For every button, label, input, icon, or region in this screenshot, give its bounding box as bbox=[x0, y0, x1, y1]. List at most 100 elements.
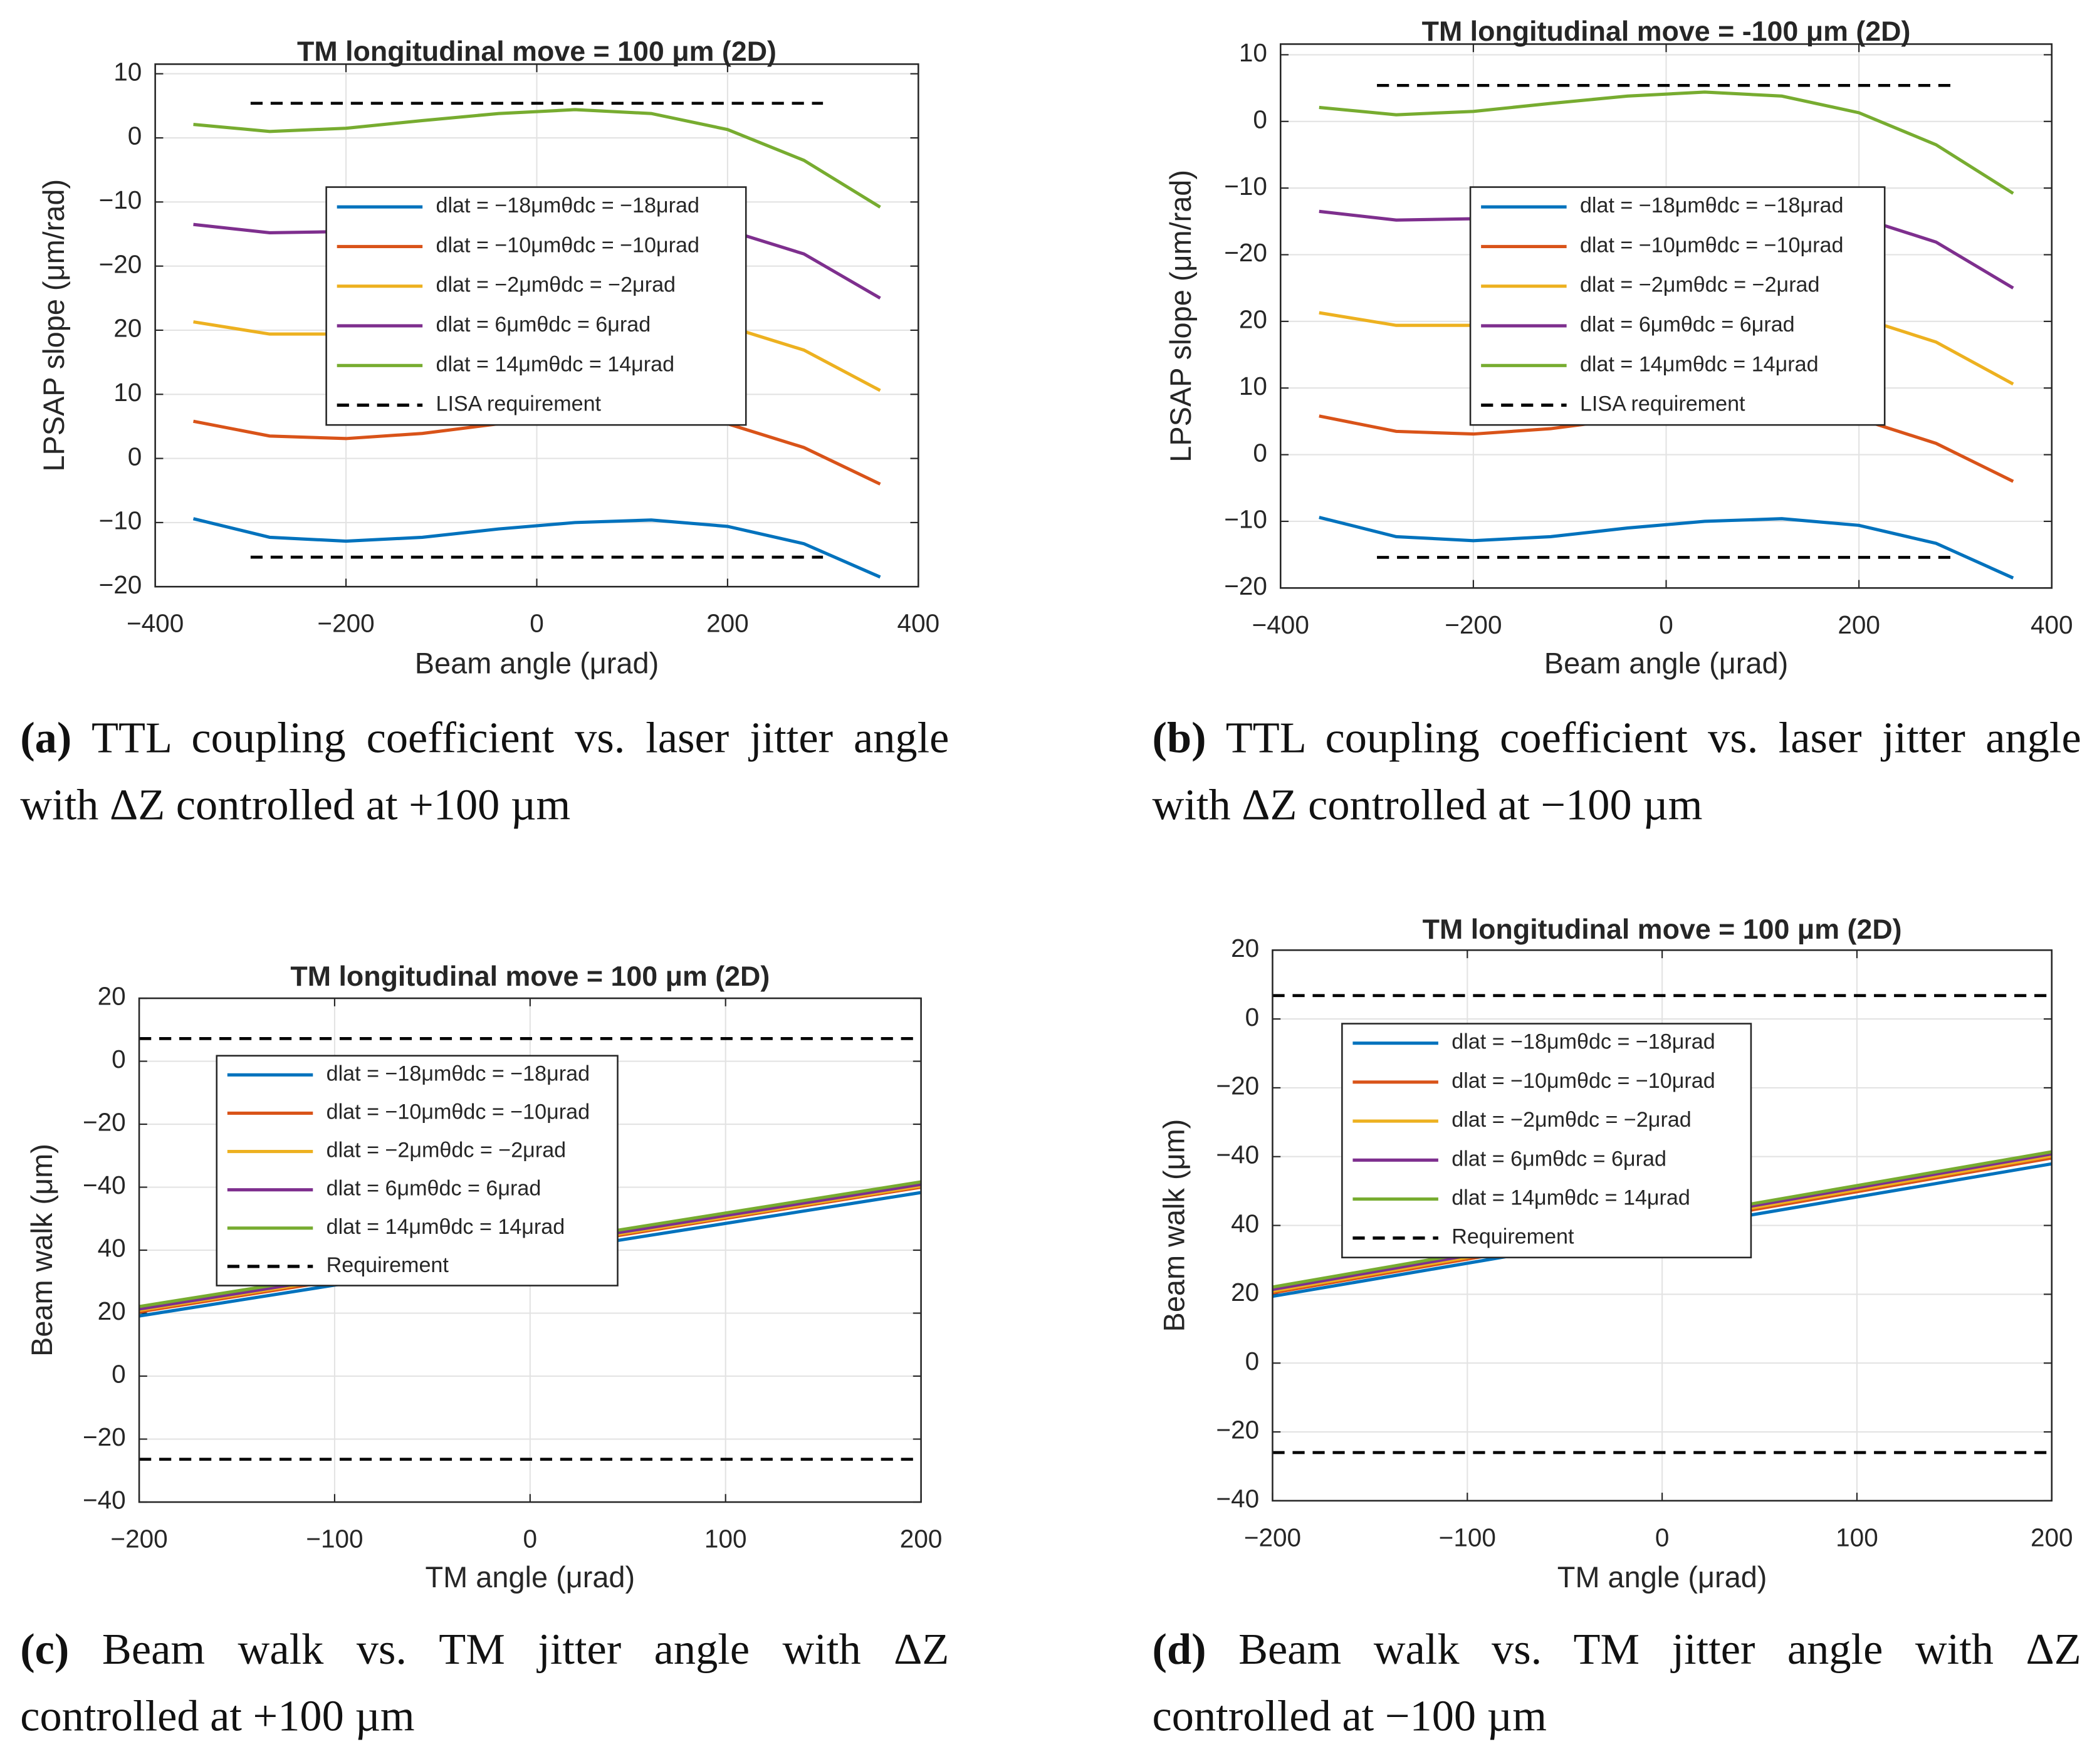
panel: −400 −200 0 200 400 −20 −10 0 10 20 −20 −10 0 10 dlat … bbox=[1153, 16, 2081, 839]
caption: (c) Beam walk vs. TM jitter angle with Δ… bbox=[20, 1617, 949, 1750]
caption-text: (d) Beam walk vs. TM jitter angle with Δ… bbox=[1153, 1617, 2081, 1750]
y-tick-label: −40 bbox=[83, 1486, 126, 1515]
axes-box bbox=[138, 997, 922, 1503]
legend-label: Requirement bbox=[327, 1253, 449, 1277]
x-tick-label: −400 bbox=[1252, 610, 1309, 639]
x-tick-label: −400 bbox=[127, 609, 184, 638]
legend-box bbox=[1341, 1023, 1752, 1259]
y-axis-label: Beam walk (μm) bbox=[1158, 1119, 1190, 1332]
legend-label: dlat = −2μmθdc = −2μrad bbox=[1580, 273, 1820, 297]
x-tick-label: 200 bbox=[2031, 1523, 2073, 1552]
legend-label: dlat = 6μmθdc = 6μrad bbox=[327, 1177, 541, 1201]
caption-label: (b) bbox=[1152, 714, 1206, 763]
y-tick-label: −20 bbox=[99, 249, 142, 278]
panel: −200 −100 0 100 200−40−2002040−40−20020dlat … bbox=[20, 961, 949, 1750]
y-tick-label: 20 bbox=[98, 982, 126, 1011]
y-tick-label: 20 bbox=[1239, 305, 1267, 334]
y-tick-label: −20 bbox=[1216, 1416, 1259, 1444]
legend-label: dlat = 6μmθdc = 6μrad bbox=[1580, 313, 1795, 337]
legend-box bbox=[216, 1055, 619, 1286]
series-line bbox=[1319, 90, 2014, 195]
caption-label: (c) bbox=[20, 1626, 70, 1675]
x-axis-label: TM angle (μrad) bbox=[426, 1561, 635, 1594]
y-tick-label: −20 bbox=[1224, 238, 1267, 267]
reference-line bbox=[139, 1037, 921, 1461]
y-tick-label: −10 bbox=[99, 185, 142, 214]
caption-text: (c) Beam walk vs. TM jitter angle with Δ… bbox=[20, 1617, 949, 1750]
legend-label: LISA requirement bbox=[1580, 392, 1745, 416]
caption-label: (a) bbox=[20, 714, 72, 763]
legend-label: dlat = −10μmθdc = −10μrad bbox=[436, 233, 699, 257]
x-tick-label: −200 bbox=[317, 609, 374, 638]
x-tick-label: −200 bbox=[110, 1525, 167, 1553]
x-tick-label: 200 bbox=[706, 609, 749, 638]
legend-label: Requirement bbox=[1451, 1225, 1574, 1249]
y-tick-label: 0 bbox=[1245, 1003, 1260, 1031]
series-line bbox=[1319, 516, 2014, 580]
x-tick-label: 400 bbox=[897, 609, 940, 638]
y-tick-label: 20 bbox=[1231, 934, 1259, 963]
reference-line bbox=[1377, 83, 1955, 559]
y-tick-label: 0 bbox=[1253, 438, 1267, 467]
legend-label: dlat = 6μmθdc = 6μrad bbox=[436, 313, 651, 337]
y-tick-label: −20 bbox=[83, 1422, 126, 1451]
y-tick-label: −20 bbox=[1224, 571, 1267, 600]
x-tick-label: 0 bbox=[530, 609, 544, 638]
y-tick-label: −20 bbox=[83, 1108, 126, 1137]
legend-box bbox=[1469, 186, 1886, 426]
y-axis-label: LPSAP slope (μm/rad) bbox=[38, 179, 70, 472]
y-tick-label: −10 bbox=[99, 506, 142, 535]
y-tick-label: −10 bbox=[1224, 172, 1267, 201]
y-tick-label: 0 bbox=[112, 1045, 126, 1073]
chart-title: TM longitudinal move = 100 μm (2D) bbox=[297, 36, 777, 67]
legend-label: dlat = −2μmθdc = −2μrad bbox=[436, 273, 676, 297]
x-tick-label: −100 bbox=[1439, 1523, 1496, 1552]
reference-line bbox=[1272, 994, 2052, 1454]
y-tick-label: 0 bbox=[128, 442, 142, 471]
chart-title: TM longitudinal move = 100 μm (2D) bbox=[1423, 914, 1902, 945]
x-tick-label: 100 bbox=[704, 1525, 747, 1553]
caption-body: Beam walk vs. TM jitter angle with ΔZ co… bbox=[1152, 1626, 2081, 1741]
y-tick-label: 0 bbox=[1253, 105, 1267, 133]
y-tick-label: 10 bbox=[1239, 372, 1267, 400]
y-tick-label: 20 bbox=[1231, 1278, 1259, 1307]
caption: (d) Beam walk vs. TM jitter angle with Δ… bbox=[1153, 1617, 2081, 1750]
y-tick-label: 10 bbox=[113, 378, 142, 407]
x-tick-label: −200 bbox=[1244, 1523, 1301, 1552]
y-tick-label: −40 bbox=[83, 1171, 126, 1199]
axes-box bbox=[1279, 43, 2053, 589]
x-tick-label: 400 bbox=[2031, 610, 2073, 639]
axes-box bbox=[154, 63, 919, 588]
caption: (a) TTL coupling coefficient vs. laser j… bbox=[20, 714, 949, 830]
x-tick-label: 200 bbox=[1838, 610, 1880, 639]
legend-label: dlat = −10μmθdc = −10μrad bbox=[1451, 1069, 1715, 1093]
panel: −400 −200 0 200 400 −20 −10 0 10 20 −20 −10 0 10 dlat … bbox=[20, 36, 949, 830]
caption-body: Beam walk vs. TM jitter angle with ΔZ co… bbox=[20, 1626, 949, 1741]
y-tick-label: 0 bbox=[112, 1360, 126, 1389]
y-tick-label: −20 bbox=[99, 570, 142, 599]
legend-label: dlat = 14μmθdc = 14μrad bbox=[327, 1215, 565, 1239]
y-tick-label: −20 bbox=[1216, 1072, 1259, 1100]
x-axis-label: TM angle (μrad) bbox=[1557, 1561, 1767, 1594]
caption-text: (b) TTL coupling coefficient vs. laser j… bbox=[1153, 706, 2081, 839]
caption: (b) TTL coupling coefficient vs. laser j… bbox=[1153, 706, 2081, 839]
series-line bbox=[193, 108, 881, 209]
caption-body: TTL coupling coefficient vs. laser jitte… bbox=[1152, 714, 2081, 830]
x-tick-label: 0 bbox=[523, 1525, 538, 1553]
x-tick-label: 200 bbox=[900, 1525, 943, 1553]
y-tick-label: 0 bbox=[128, 122, 142, 150]
legend-label: dlat = 14μmθdc = 14μrad bbox=[436, 352, 674, 376]
legend-box bbox=[325, 186, 747, 426]
panel: −200 −100 0 100 200−40−2002040−40−20020dlat … bbox=[1153, 914, 2081, 1750]
legend-label: LISA requirement bbox=[436, 392, 601, 416]
x-tick-label: 100 bbox=[1836, 1523, 1878, 1552]
legend-label: dlat = 14μmθdc = 14μrad bbox=[1580, 352, 1819, 376]
legend-label: dlat = −10μmθdc = −10μrad bbox=[1580, 233, 1843, 257]
y-tick-label: 40 bbox=[1231, 1209, 1259, 1238]
y-tick-label: 40 bbox=[98, 1234, 126, 1263]
x-axis-label: Beam angle (μrad) bbox=[1544, 647, 1788, 679]
legend-label: dlat = −18μmθdc = −18μrad bbox=[1580, 194, 1843, 217]
y-axis-label: Beam walk (μm) bbox=[26, 1144, 58, 1357]
legend-label: dlat = −2μmθdc = −2μrad bbox=[327, 1139, 567, 1162]
